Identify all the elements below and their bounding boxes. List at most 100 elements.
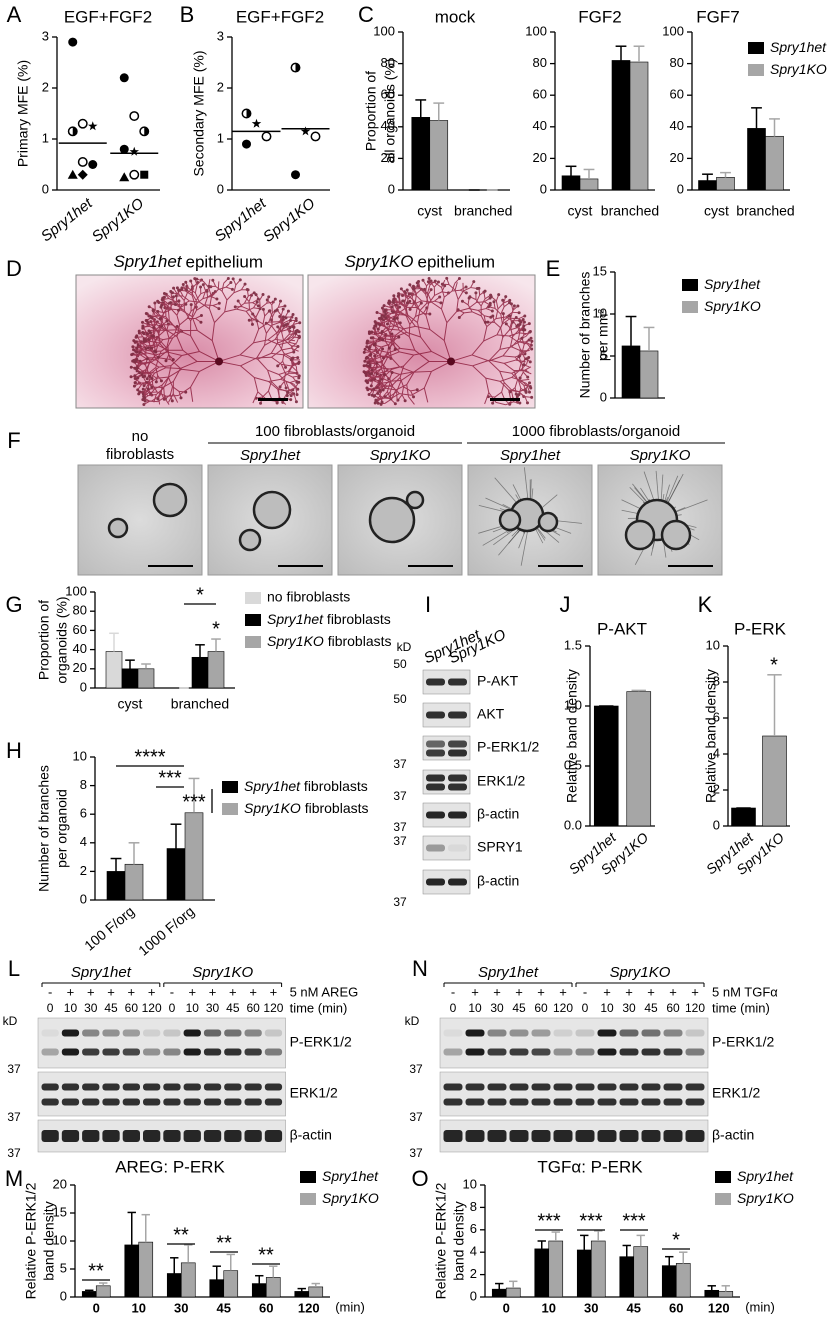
duct [149, 357, 159, 364]
treatment-sign: + [603, 984, 611, 999]
duct [191, 304, 196, 317]
end-bud [215, 297, 219, 301]
end-bud [171, 358, 175, 362]
band [553, 1098, 573, 1106]
y-tick-label: 100 [65, 583, 87, 598]
end-bud [408, 283, 412, 287]
duct [476, 301, 485, 303]
end-bud [150, 385, 154, 389]
end-bud [147, 338, 151, 342]
bar [223, 1270, 239, 1298]
duct [204, 304, 214, 307]
bar [593, 705, 619, 827]
y-tick-label: 40 [670, 118, 684, 133]
end-bud [134, 335, 138, 339]
end-bud [373, 320, 377, 324]
end-bud [376, 327, 380, 331]
end-bud [436, 280, 440, 284]
end-bud [165, 319, 169, 323]
bar [762, 735, 787, 827]
duct [497, 302, 504, 310]
duct [375, 350, 382, 357]
duct [145, 352, 156, 356]
y-tick-label: 15 [53, 1204, 67, 1219]
blot-strip [422, 702, 471, 728]
duct [239, 342, 254, 356]
duct [389, 325, 395, 334]
duct [224, 299, 228, 313]
panel-letter: G [5, 592, 22, 617]
end-bud [153, 301, 157, 305]
duct [448, 284, 456, 291]
band [619, 1098, 639, 1106]
duct [502, 346, 511, 357]
end-bud [170, 399, 174, 403]
duct [148, 372, 158, 379]
duct [500, 376, 512, 382]
duct [267, 369, 280, 375]
band [465, 1083, 485, 1091]
duct [518, 388, 527, 393]
chart-title: EGF+FGF2 [236, 7, 324, 26]
legend-label: Spry1het fibroblasts [267, 611, 391, 627]
band [203, 1098, 222, 1106]
duct [165, 367, 181, 369]
end-bud [474, 291, 478, 295]
end-bud [138, 359, 142, 363]
significance: ** [216, 1232, 232, 1254]
time-label: 30 [84, 1001, 98, 1015]
treatment-label: 5 nM AREG [290, 984, 359, 999]
duct [499, 381, 510, 391]
end-bud [294, 400, 298, 404]
band [575, 1048, 595, 1056]
end-bud [297, 334, 301, 338]
chart-title: FGF7 [696, 7, 739, 26]
end-bud [515, 395, 519, 399]
bar [611, 60, 631, 191]
end-bud [486, 320, 490, 324]
duct [434, 282, 442, 288]
end-bud [251, 312, 255, 316]
band [41, 1029, 59, 1037]
dot-half [144, 127, 149, 136]
lymph-node [447, 357, 456, 366]
duct [408, 324, 411, 337]
duct [185, 290, 193, 296]
band [641, 1083, 661, 1091]
band [575, 1098, 595, 1106]
panel-letter: I [425, 592, 431, 617]
end-bud [363, 347, 367, 351]
y-tick-label: 4 [470, 1244, 477, 1259]
band [203, 1130, 222, 1142]
dot [129, 169, 140, 180]
x-tick-label: 10 [542, 1300, 556, 1315]
band [41, 1048, 59, 1056]
end-bud [199, 314, 203, 318]
duct [416, 310, 421, 323]
duct [441, 287, 445, 298]
bar [209, 1279, 225, 1298]
image-title-gene: Spry1het [113, 252, 182, 271]
significance: * [196, 584, 204, 606]
duct [387, 366, 400, 370]
duct [472, 359, 490, 367]
duct [398, 322, 407, 333]
x-axis-label: (min) [335, 1299, 365, 1314]
band [443, 1048, 463, 1056]
duct [477, 310, 485, 317]
duct [488, 360, 501, 372]
ductal-tree [362, 276, 534, 406]
time-label: 30 [490, 1001, 504, 1015]
bar [675, 1263, 691, 1298]
blot-label: ERK1/2 [290, 1085, 338, 1101]
end-bud [288, 326, 292, 330]
duct [389, 379, 402, 382]
end-bud [377, 317, 381, 321]
end-bud [265, 298, 269, 302]
band [163, 1098, 181, 1106]
scale-bar [258, 398, 288, 401]
mw-marker: 37 [7, 1146, 21, 1160]
end-bud [130, 353, 134, 357]
legend-swatch [715, 1171, 731, 1183]
band [641, 1029, 661, 1037]
